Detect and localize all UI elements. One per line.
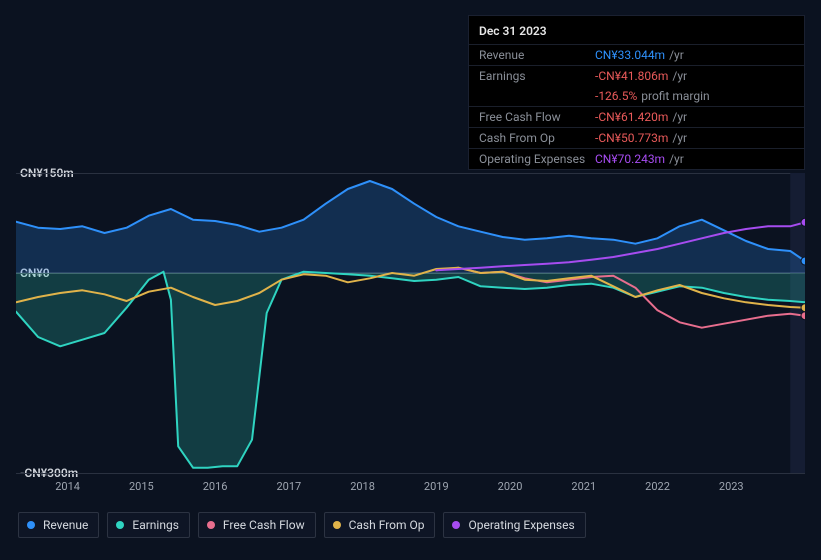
legend-item-earnings[interactable]: Earnings	[107, 512, 190, 538]
tooltip-row-unit: profit margin	[641, 89, 709, 103]
x-axis-tick-label: 2016	[203, 480, 228, 493]
series-end-marker-cfo	[801, 304, 805, 312]
legend-item-fcf[interactable]: Free Cash Flow	[198, 512, 316, 538]
chart-gridline	[16, 473, 805, 474]
legend-item-label: Revenue	[43, 518, 88, 532]
legend-dot-icon	[333, 521, 341, 529]
x-axis-tick-label: 2017	[276, 480, 301, 493]
legend-item-label: Free Cash Flow	[223, 518, 305, 532]
chart-tooltip: Dec 31 2023 RevenueCN¥33.044m/yrEarnings…	[468, 15, 805, 170]
financials-chart[interactable]: CN¥150mCN¥0-CN¥300m 20142015201620172018…	[16, 158, 805, 548]
tooltip-row-label: Cash From Op	[479, 131, 595, 145]
chart-x-axis: 2014 2015 2016 2017 2018 2019 2020 2021 2022 2023	[16, 480, 805, 496]
x-axis-tick-label: 2014	[55, 480, 80, 493]
tooltip-row: Free Cash Flow-CN¥61.420m/yr	[469, 106, 804, 127]
legend-item-revenue[interactable]: Revenue	[18, 512, 99, 538]
legend-dot-icon	[207, 521, 215, 529]
tooltip-row-value: -CN¥50.773m	[595, 131, 668, 145]
legend-item-label: Earnings	[132, 518, 179, 532]
tooltip-row-value: CN¥33.044m	[595, 48, 665, 62]
series-end-marker-revenue	[801, 257, 805, 265]
legend-dot-icon	[116, 521, 124, 529]
chart-legend: Revenue Earnings Free Cash Flow Cash From O…	[18, 512, 586, 538]
tooltip-date: Dec 31 2023	[469, 20, 804, 44]
legend-item-cfo[interactable]: Cash From Op	[324, 512, 436, 538]
legend-item-label: Cash From Op	[349, 518, 425, 532]
chart-plot-area[interactable]	[16, 158, 805, 473]
x-axis-tick-label: 2021	[571, 480, 596, 493]
tooltip-row-value: -CN¥41.806m	[595, 69, 668, 83]
tooltip-row-value: -126.5%	[595, 89, 637, 103]
tooltip-row: -126.5% profit margin	[469, 86, 804, 106]
legend-item-label: Operating Expenses	[468, 518, 574, 532]
chart-highlight-band	[790, 173, 805, 473]
series-area-revenue	[16, 181, 805, 273]
x-axis-tick-label: 2020	[498, 480, 523, 493]
tooltip-row-unit: /yr	[669, 48, 684, 62]
series-line-earnings[interactable]	[16, 272, 805, 468]
tooltip-row: Earnings-CN¥41.806m/yr	[469, 65, 804, 86]
legend-item-opex[interactable]: Operating Expenses	[443, 512, 585, 538]
legend-dot-icon	[452, 521, 460, 529]
tooltip-row-label: Free Cash Flow	[479, 110, 595, 124]
series-area-earnings	[16, 272, 805, 468]
tooltip-row-unit: /yr	[672, 131, 687, 145]
x-axis-tick-label: 2019	[424, 480, 449, 493]
tooltip-row-value: -CN¥61.420m	[595, 110, 668, 124]
tooltip-row-label: Revenue	[479, 48, 595, 62]
tooltip-row: RevenueCN¥33.044m/yr	[469, 44, 804, 65]
series-end-marker-fcf	[801, 312, 805, 320]
x-axis-tick-label: 2015	[129, 480, 154, 493]
x-axis-tick-label: 2018	[350, 480, 375, 493]
series-end-marker-opex	[801, 218, 805, 226]
x-axis-tick-label: 2022	[645, 480, 670, 493]
tooltip-row-unit: /yr	[672, 69, 687, 83]
tooltip-row-unit: /yr	[672, 110, 687, 124]
tooltip-row-label: Earnings	[479, 69, 595, 83]
x-axis-tick-label: 2023	[719, 480, 744, 493]
tooltip-row: Cash From Op-CN¥50.773m/yr	[469, 127, 804, 148]
legend-dot-icon	[27, 521, 35, 529]
